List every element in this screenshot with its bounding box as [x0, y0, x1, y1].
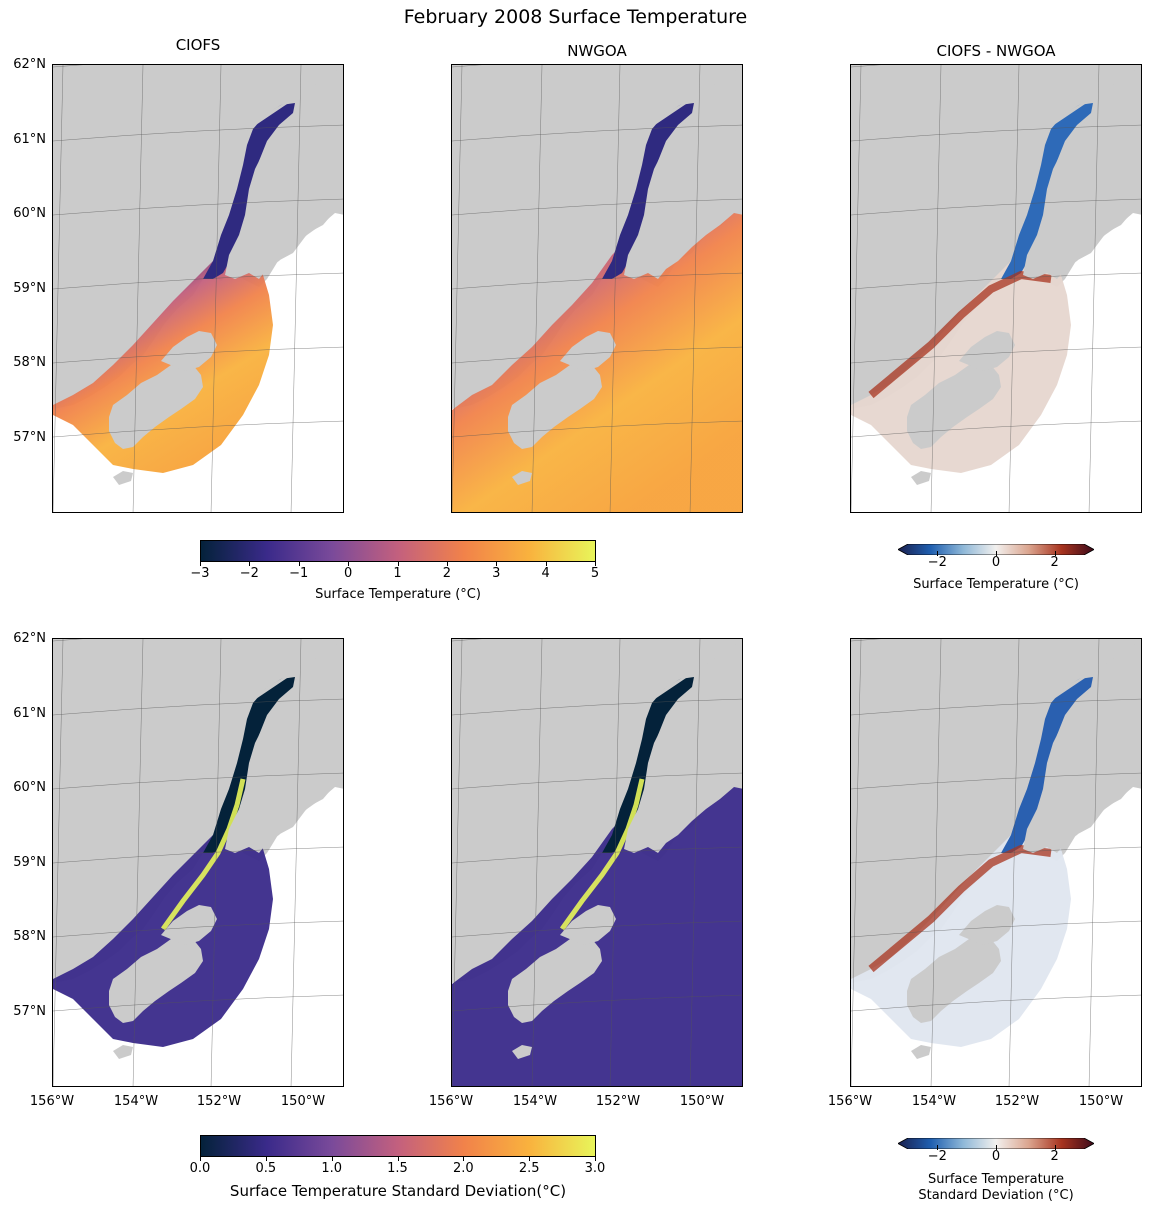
colorbar-tick-label: 2.0 [452, 1161, 474, 1176]
colorbar-label: Surface Temperature (°C) [315, 587, 481, 602]
figure-title: February 2008 Surface Temperature [403, 6, 748, 28]
colorbar-tick-label: 2 [1050, 1149, 1059, 1164]
map-ciofs-mean [52, 64, 344, 513]
colorbar-tick-mark [937, 1145, 939, 1150]
colorbar-tick-label: 1.5 [387, 1161, 408, 1176]
colorbar-tick-mark [397, 1156, 399, 1161]
colorbar-tick-label: −1 [289, 566, 309, 581]
lat-label: 60°N [13, 780, 46, 795]
map-diff-mean [850, 64, 1142, 513]
colorbar-tick-label: −2 [927, 555, 947, 570]
colorbar-tick-mark [265, 1156, 267, 1161]
map-nwgoa-mean [451, 64, 743, 513]
colorbar-tick-label: 4 [541, 566, 550, 581]
colorbar-tick-label: 2.5 [518, 1161, 540, 1176]
colorbar-tick-mark [996, 1145, 997, 1150]
colorbar-tick-mark [397, 561, 399, 566]
lon-label: 154°W [911, 1094, 957, 1109]
colorbar-tick-label: 0 [343, 566, 353, 581]
panel-title-ciofs: CIOFS [175, 36, 221, 54]
map-diff-std [850, 638, 1142, 1087]
colorbar-tick-label: 0 [991, 1149, 1001, 1164]
colorbar-tick-mark [496, 561, 498, 566]
lat-label: 59°N [13, 855, 46, 870]
colorbar-std [200, 1135, 596, 1157]
lon-label: 154°W [113, 1094, 159, 1109]
colorbar-tick-label: 0 [991, 555, 1001, 570]
lat-label: 61°N [13, 132, 46, 147]
lon-label: 152°W [196, 1094, 242, 1109]
lon-label: 150°W [280, 1094, 326, 1109]
lon-label: 156°W [428, 1094, 474, 1109]
lat-label: 58°N [13, 355, 46, 370]
map-nwgoa-std [451, 638, 743, 1087]
colorbar-std-difference [897, 1134, 1095, 1150]
colorbar-tick-mark [1054, 1145, 1056, 1150]
colorbar-tick-mark [996, 551, 997, 556]
lat-label: 60°N [13, 206, 46, 221]
lon-label: 154°W [512, 1094, 558, 1109]
colorbar-tick-label: 0.0 [189, 1161, 211, 1176]
lat-label: 59°N [13, 281, 46, 296]
colorbar-tick-mark [298, 561, 300, 566]
lon-label: 150°W [1078, 1094, 1124, 1109]
colorbar-tick-mark [446, 561, 448, 566]
lon-label: 156°W [827, 1094, 873, 1109]
colorbar-tick-mark [348, 561, 350, 566]
colorbar-tick-label: 5 [590, 566, 600, 581]
colorbar-tick-mark [1054, 551, 1056, 556]
colorbar-tick-mark [200, 1156, 201, 1161]
colorbar-tick-label: 1.0 [321, 1161, 342, 1176]
colorbar-tick-mark [200, 561, 201, 566]
lat-label: 61°N [13, 706, 46, 721]
lon-label: 150°W [679, 1094, 725, 1109]
colorbar-label: Surface Temperature [927, 1172, 1064, 1187]
colorbar-tick-mark [595, 1156, 596, 1161]
lat-label: 57°N [13, 1004, 46, 1019]
colorbar-tick-label: 0.5 [255, 1161, 277, 1176]
colorbar-temperature [200, 540, 596, 562]
lon-label: 152°W [595, 1094, 641, 1109]
colorbar-tick-mark [249, 561, 251, 566]
colorbar-tick-label: −3 [190, 566, 210, 581]
panel-title-nwgoa: NWGOA [567, 42, 627, 60]
map-ciofs-std [52, 638, 344, 1087]
colorbar-tick-mark [937, 551, 939, 556]
colorbar-tick-mark [331, 1156, 333, 1161]
colorbar-label: Standard Deviation (°C) [918, 1188, 1074, 1203]
lat-label: 62°N [13, 57, 46, 72]
colorbar-tick-label: 2 [442, 566, 452, 581]
colorbar-label: Surface Temperature Standard Deviation(°… [229, 1182, 567, 1200]
colorbar-tick-label: −2 [927, 1149, 947, 1164]
colorbar-tick-label: −2 [239, 566, 259, 581]
lon-label: 156°W [29, 1094, 75, 1109]
colorbar-tick-label: 3 [492, 566, 501, 581]
colorbar-tick-mark [595, 561, 596, 566]
colorbar-label: Surface Temperature (°C) [913, 577, 1079, 592]
colorbar-tick-label: 1 [393, 566, 402, 581]
lat-label: 58°N [13, 929, 46, 944]
lat-label: 62°N [13, 631, 46, 646]
colorbar-tick-label: 2 [1050, 555, 1059, 570]
colorbar-tick-mark [529, 1156, 531, 1161]
colorbar-tick-mark [463, 1156, 465, 1161]
colorbar-difference [897, 540, 1095, 556]
colorbar-tick-mark [545, 561, 547, 566]
colorbar-tick-label: 3.0 [584, 1161, 606, 1176]
panel-title-diff: CIOFS - NWGOA [936, 42, 1056, 60]
lat-label: 57°N [13, 430, 46, 445]
lon-label: 152°W [994, 1094, 1040, 1109]
